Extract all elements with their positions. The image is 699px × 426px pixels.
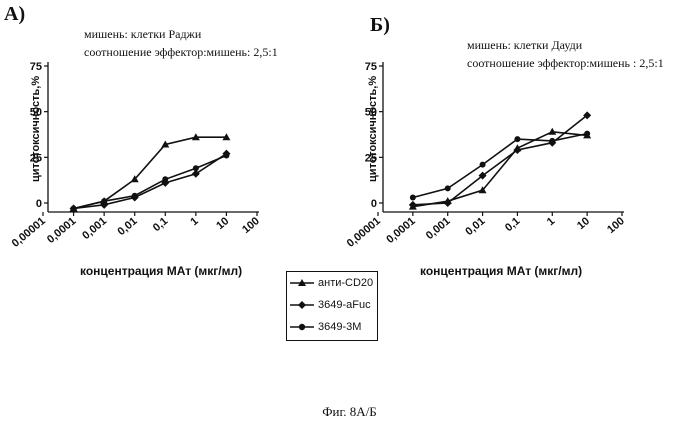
series-line (413, 132, 587, 207)
x-tick-label: 0,0001 (384, 215, 417, 246)
legend-label: анти-CD20 (318, 277, 373, 289)
x-tick-label: 1 (545, 215, 557, 228)
series-line (413, 134, 587, 198)
x-tick-label: 0,1 (503, 215, 522, 234)
data-point (514, 136, 520, 142)
legend: анти-CD20 3649-aFuc 3649-3M (286, 271, 378, 341)
triangle-marker-icon (289, 278, 315, 288)
legend-label: 3649-3M (318, 321, 361, 333)
x-tick-label: 10 (575, 215, 592, 232)
data-point (548, 128, 556, 135)
data-point (584, 131, 590, 137)
diamond-marker-icon (289, 300, 315, 310)
circle-marker-icon (289, 322, 315, 332)
chart-a-xlabel: концентрация МАт (мкг/мл) (80, 264, 242, 278)
x-tick-label: 0,00001 (345, 215, 383, 250)
chart-b-ylabel: цитотоксичность,% (367, 76, 379, 182)
data-point (445, 185, 451, 191)
legend-label: 3649-aFuc (318, 299, 371, 311)
data-point (480, 162, 486, 168)
legend-item: 3649-3M (289, 318, 361, 336)
y-tick-label: 0 (371, 198, 377, 210)
data-point (549, 138, 555, 144)
x-tick-label: 0,01 (463, 215, 487, 238)
legend-item: 3649-aFuc (289, 296, 371, 314)
chart-a-ylabel: цитотоксичность,% (30, 76, 42, 182)
figure-caption: Фиг. 8А/Б (0, 404, 699, 420)
chart-b-xlabel: концентрация МАт (мкг/мл) (420, 264, 582, 278)
x-tick-label: 100 (605, 215, 627, 236)
y-tick-label: 75 (365, 61, 377, 73)
x-tick-label: 0,001 (424, 215, 453, 242)
data-point (410, 195, 416, 201)
legend-item: анти-CD20 (289, 274, 373, 292)
